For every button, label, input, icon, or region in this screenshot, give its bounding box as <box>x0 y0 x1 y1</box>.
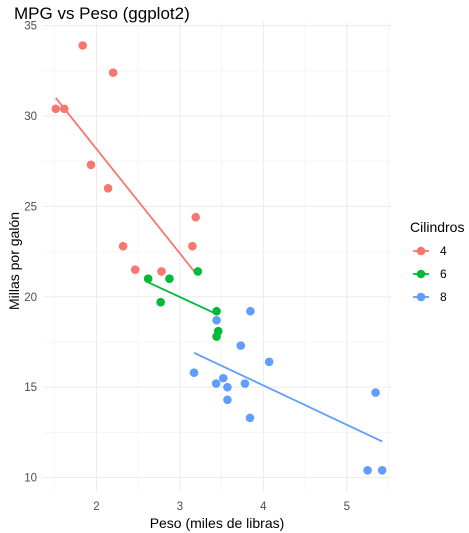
data-point-8 <box>363 466 372 475</box>
trend-line-6 <box>147 281 219 316</box>
legend-title: Cilindros <box>410 219 464 235</box>
data-point-8 <box>246 306 255 316</box>
legend-key-point-4 <box>416 246 426 256</box>
legend-label-6: 6 <box>440 267 447 281</box>
data-point-8 <box>264 357 274 367</box>
trend-line-8 <box>193 351 383 443</box>
y-tick-label: 25 <box>24 201 37 213</box>
data-point-6 <box>143 274 153 283</box>
data-point-4 <box>108 68 118 77</box>
x-axis-title: Peso (miles de libras) <box>150 515 285 531</box>
x-axis-ticks: 2 3 4 5 <box>93 501 350 513</box>
data-point-8 <box>212 315 221 325</box>
y-axis-ticks: 10 15 20 25 30 35 <box>24 21 37 485</box>
data-point-4 <box>51 104 61 114</box>
x-tick-label: 2 <box>93 501 99 513</box>
x-tick-label: 3 <box>177 501 183 513</box>
data-point-4 <box>157 267 166 276</box>
y-tick-label: 20 <box>24 292 37 304</box>
data-point-4 <box>86 160 96 170</box>
grid-lines <box>43 22 391 492</box>
y-tick-label: 30 <box>24 111 37 123</box>
data-point-8 <box>240 379 250 388</box>
data-point-8 <box>211 379 221 388</box>
data-point-8 <box>218 373 228 383</box>
legend-label-4: 4 <box>440 244 447 258</box>
y-tick-label: 15 <box>24 382 37 394</box>
data-point-4 <box>118 241 128 251</box>
x-tick-label: 4 <box>260 501 267 513</box>
legend-key-point-6 <box>416 269 426 279</box>
chart-title: MPG vs Peso (ggplot2) <box>14 4 190 23</box>
data-point-6 <box>212 306 221 316</box>
data-point-6 <box>193 267 203 276</box>
trend-lines <box>55 97 383 443</box>
y-axis-title: Millas por galón <box>6 212 22 310</box>
data-point-6 <box>165 274 174 283</box>
x-tick-label: 5 <box>344 501 350 513</box>
data-point-8 <box>377 466 387 475</box>
data-points <box>51 41 387 475</box>
data-point-4 <box>103 184 113 193</box>
data-point-4 <box>191 212 201 222</box>
data-point-8 <box>223 395 232 405</box>
data-point-6 <box>156 297 165 307</box>
legend-label-8: 8 <box>440 290 447 304</box>
data-point-8 <box>189 368 199 377</box>
trend-line-4 <box>55 97 197 274</box>
y-tick-label: 35 <box>24 21 37 33</box>
data-point-4 <box>188 241 197 251</box>
data-point-8 <box>223 382 232 392</box>
data-point-4 <box>59 104 69 114</box>
data-point-4 <box>130 265 140 274</box>
data-point-4 <box>78 41 87 50</box>
data-point-8 <box>236 341 246 350</box>
legend: Cilindros 4 6 8 <box>410 219 464 304</box>
legend-key-point-8 <box>416 292 426 302</box>
data-point-8 <box>245 413 255 423</box>
data-point-6 <box>212 332 221 341</box>
y-tick-label: 10 <box>24 473 37 485</box>
data-point-8 <box>371 388 380 397</box>
